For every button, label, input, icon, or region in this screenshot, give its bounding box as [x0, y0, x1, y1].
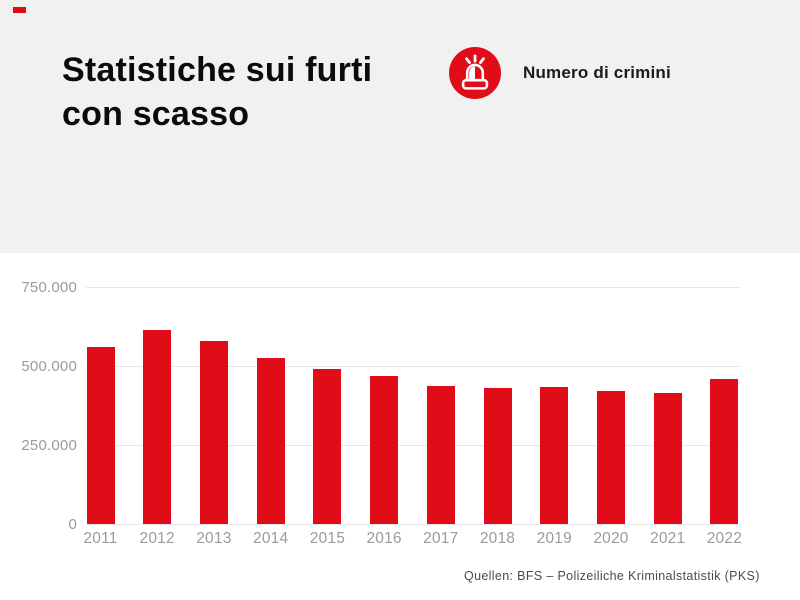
page-title-line2: con scasso — [62, 95, 250, 133]
bar-2022 — [710, 378, 739, 524]
x-axis-tick-label: 2021 — [650, 530, 686, 547]
x-axis-tick-label: 2011 — [83, 530, 118, 547]
source-note: Quellen: BFS – Polizeiliche Kriminalstat… — [464, 569, 760, 583]
bar-2011 — [86, 347, 115, 524]
x-axis-tick-label: 2022 — [706, 530, 743, 547]
bar-2015 — [313, 369, 342, 524]
gridline-250.000 — [86, 445, 740, 446]
bar-2016 — [370, 376, 399, 524]
x-axis-tick-label: 2016 — [366, 530, 402, 547]
page-title: Statistiche sui furti con scasso — [62, 48, 462, 136]
page-title-line1: Statistiche sui furti — [62, 51, 373, 89]
x-axis-tick-label: 2014 — [253, 530, 289, 547]
bar-2018 — [483, 387, 512, 524]
gridline-0 — [86, 524, 740, 525]
header: Statistiche sui furti con scasso Nu — [0, 0, 800, 253]
x-axis-tick-label: 2017 — [423, 530, 459, 547]
y-axis-tick-label: 0 — [68, 515, 77, 533]
brand-mark — [13, 7, 26, 13]
y-axis-tick-label: 750.000 — [21, 278, 77, 296]
x-axis-tick-label: 2015 — [309, 530, 346, 547]
x-axis-tick-label: 2019 — [536, 530, 572, 547]
bar-2019 — [540, 387, 569, 524]
gridline-750.000 — [86, 287, 740, 288]
x-axis-tick-label: 2020 — [593, 530, 629, 547]
gridline-500.000 — [86, 366, 740, 367]
bar-2012 — [143, 330, 172, 524]
y-axis-tick-label: 500.000 — [21, 357, 77, 375]
x-axis-tick-label: 2013 — [196, 530, 232, 547]
bar-2020 — [597, 391, 625, 524]
bar-2021 — [653, 393, 682, 524]
y-axis-tick-label: 250.000 — [21, 436, 77, 454]
bar-2014 — [256, 357, 285, 524]
x-axis-tick-label: 2012 — [139, 530, 175, 547]
x-axis-tick-label: 2018 — [479, 530, 516, 547]
bar-2017 — [426, 385, 455, 524]
legend: Numero di crimini — [449, 47, 671, 99]
legend-label: Numero di crimini — [523, 63, 671, 82]
siren-icon — [449, 47, 501, 99]
bar-2013 — [199, 341, 228, 524]
